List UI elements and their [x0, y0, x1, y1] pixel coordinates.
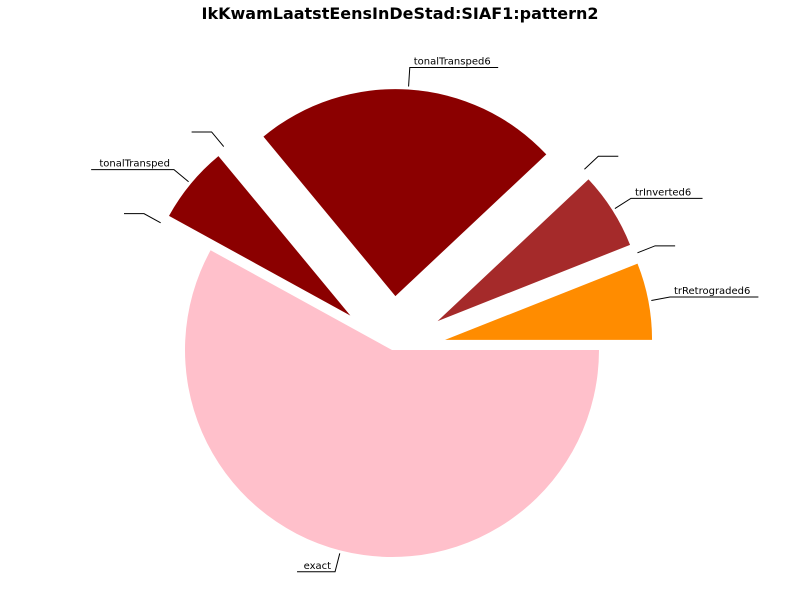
slice-label-trinverted6: trInverted6	[635, 187, 691, 198]
pie-slice-tonaltransped-6	[168, 156, 351, 316]
leader-line-blank-1	[637, 245, 676, 254]
pie-slice-trinverted6-2	[437, 179, 631, 322]
pie-slice-exact-8	[184, 250, 600, 558]
leader-line-tonaltransped6-4	[408, 67, 499, 87]
pie-slices	[168, 89, 653, 558]
pie-slice-tonaltransped6-4	[263, 89, 547, 297]
leader-line-blank-7	[124, 213, 161, 224]
leader-line-trinverted6-2	[614, 197, 703, 209]
leader-line-exact-8	[297, 553, 341, 573]
slice-label-exact: exact	[304, 561, 332, 572]
leader-line-blank-3	[584, 155, 619, 170]
leader-line-blank-5	[191, 131, 225, 147]
leader-line-tonaltransped-6	[91, 169, 189, 183]
pie-slice-trretrograded6-0	[445, 263, 653, 340]
slice-label-trretrograded6: trRetrograded6	[674, 286, 750, 297]
slice-label-tonaltransped6: tonalTransped6	[414, 57, 491, 68]
chart-title: IkKwamLaatstEensInDeStad:SIAF1:pattern2	[202, 4, 599, 23]
slice-label-tonaltransped: tonalTransped	[99, 159, 170, 170]
leader-line-trretrograded6-0	[651, 296, 759, 302]
pie-labels: trRetrograded6 trInverted6 tonalTransped6 t…	[91, 57, 759, 573]
